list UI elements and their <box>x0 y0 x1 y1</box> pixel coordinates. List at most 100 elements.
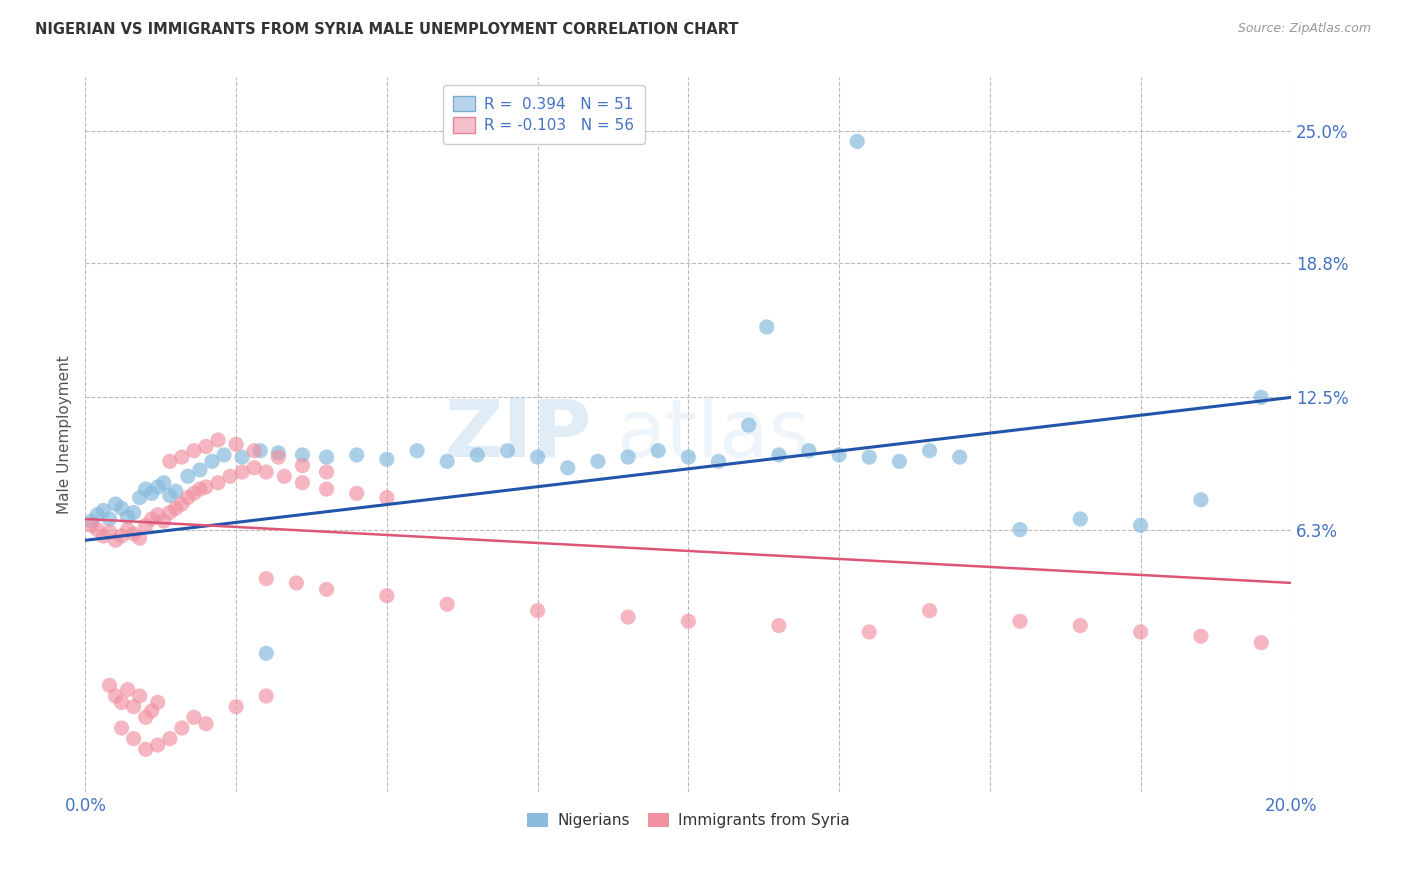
Point <box>159 488 181 502</box>
Point <box>918 443 941 458</box>
Point <box>315 482 337 496</box>
Point <box>170 721 193 735</box>
Point <box>177 491 200 505</box>
Point <box>249 443 271 458</box>
Point <box>93 529 115 543</box>
Point <box>526 604 548 618</box>
Text: Source: ZipAtlas.com: Source: ZipAtlas.com <box>1237 22 1371 36</box>
Point <box>86 508 108 522</box>
Point <box>80 514 103 528</box>
Point <box>135 518 157 533</box>
Point <box>110 695 132 709</box>
Point <box>846 135 869 149</box>
Point <box>122 731 145 746</box>
Point <box>858 450 880 464</box>
Point <box>194 439 217 453</box>
Point <box>219 469 242 483</box>
Point <box>436 454 458 468</box>
Point <box>146 738 169 752</box>
Point <box>647 443 669 458</box>
Point <box>146 480 169 494</box>
Point <box>135 482 157 496</box>
Text: NIGERIAN VS IMMIGRANTS FROM SYRIA MALE UNEMPLOYMENT CORRELATION CHART: NIGERIAN VS IMMIGRANTS FROM SYRIA MALE U… <box>35 22 738 37</box>
Point <box>128 491 150 505</box>
Point <box>797 443 820 458</box>
Text: atlas: atlas <box>616 396 810 474</box>
Point <box>949 450 972 464</box>
Point <box>285 576 308 591</box>
Point <box>146 508 169 522</box>
Point <box>98 678 121 692</box>
Point <box>122 527 145 541</box>
Point <box>159 731 181 746</box>
Point <box>98 524 121 539</box>
Point <box>207 475 229 490</box>
Point <box>1129 518 1152 533</box>
Point <box>436 597 458 611</box>
Point <box>243 460 266 475</box>
Point <box>201 454 224 468</box>
Point <box>406 443 429 458</box>
Point <box>315 450 337 464</box>
Point <box>273 469 295 483</box>
Point <box>188 463 211 477</box>
Point <box>465 448 488 462</box>
Point <box>194 716 217 731</box>
Point <box>267 446 290 460</box>
Point <box>1008 523 1031 537</box>
Point <box>170 497 193 511</box>
Point <box>194 480 217 494</box>
Point <box>110 501 132 516</box>
Point <box>1129 625 1152 640</box>
Point <box>755 320 778 334</box>
Point <box>1069 618 1091 632</box>
Point <box>183 486 205 500</box>
Point <box>346 486 368 500</box>
Point <box>678 450 700 464</box>
Point <box>707 454 730 468</box>
Point <box>315 582 337 597</box>
Point <box>98 512 121 526</box>
Point <box>135 710 157 724</box>
Point <box>170 450 193 464</box>
Point <box>152 514 174 528</box>
Point <box>557 460 579 475</box>
Point <box>768 618 790 632</box>
Point <box>177 469 200 483</box>
Point <box>315 465 337 479</box>
Point <box>1250 635 1272 649</box>
Point <box>110 721 132 735</box>
Point <box>104 689 127 703</box>
Point <box>267 450 290 464</box>
Point <box>231 465 253 479</box>
Point <box>1189 492 1212 507</box>
Point <box>586 454 609 468</box>
Point <box>159 506 181 520</box>
Point <box>1008 615 1031 629</box>
Point <box>617 450 640 464</box>
Point <box>117 509 139 524</box>
Point <box>291 448 314 462</box>
Point <box>889 454 911 468</box>
Point <box>617 610 640 624</box>
Point <box>254 572 277 586</box>
Point <box>212 448 235 462</box>
Point <box>254 646 277 660</box>
Point <box>375 491 398 505</box>
Point <box>165 484 187 499</box>
Point <box>86 523 108 537</box>
Point <box>183 443 205 458</box>
Point <box>291 458 314 473</box>
Point <box>80 518 103 533</box>
Y-axis label: Male Unemployment: Male Unemployment <box>58 355 72 514</box>
Point <box>152 475 174 490</box>
Point <box>1250 390 1272 404</box>
Point <box>1189 629 1212 643</box>
Point <box>207 433 229 447</box>
Point <box>768 448 790 462</box>
Point <box>188 482 211 496</box>
Point <box>918 604 941 618</box>
Point <box>1069 512 1091 526</box>
Point <box>141 512 163 526</box>
Point <box>128 689 150 703</box>
